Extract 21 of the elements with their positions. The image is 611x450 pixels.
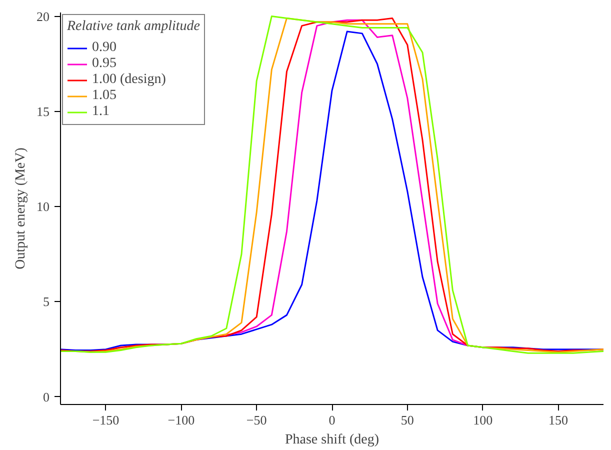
x-tick-label: 0 xyxy=(328,412,336,428)
y-tick-label: 20 xyxy=(36,8,50,24)
x-tick-label: −150 xyxy=(92,412,120,428)
x-tick-label: 150 xyxy=(548,412,568,428)
y-tick-label: 5 xyxy=(43,294,50,310)
y-tick-label: 10 xyxy=(36,199,50,214)
legend-label: 1.05 xyxy=(92,88,116,104)
line-series xyxy=(226,19,468,346)
legend-title: Relative tank amplitude xyxy=(67,19,200,35)
legend-label: 0.95 xyxy=(92,56,116,72)
y-tick-label: 0 xyxy=(43,389,50,404)
y-axis-title: Output energy (MeV) xyxy=(14,147,28,270)
legend-label: 1.00 (design) xyxy=(92,72,166,88)
x-tick-label: −50 xyxy=(246,412,267,428)
x-tick-label: 50 xyxy=(400,412,414,428)
legend-label: 0.90 xyxy=(92,40,116,56)
x-axis-title: Phase shift (deg) xyxy=(284,432,380,448)
x-tick-label: 100 xyxy=(473,412,493,428)
legend-label: 1.1 xyxy=(92,104,110,120)
y-tick-label: 15 xyxy=(36,104,50,119)
x-tick-label: −100 xyxy=(168,412,195,428)
